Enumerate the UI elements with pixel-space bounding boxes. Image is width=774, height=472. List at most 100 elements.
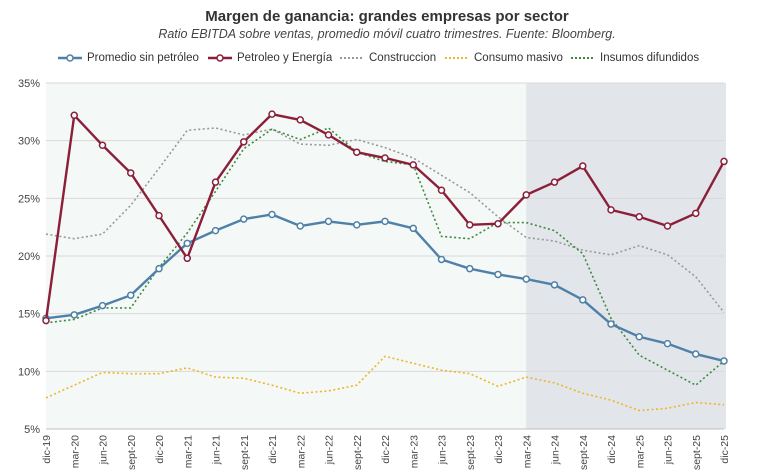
data-point-0-24 (720, 357, 728, 365)
x-tick-label: mar-23 (408, 435, 420, 468)
data-point-0-13 (409, 224, 417, 233)
data-point-0-11 (353, 221, 361, 229)
x-tick-label: sept-22 (352, 435, 364, 470)
legend-label-insumos: Insumos difundidos (600, 52, 700, 64)
x-tick-label: jun-21 (211, 435, 223, 465)
data-point-0-22 (663, 339, 672, 348)
data-point-0-20 (607, 320, 615, 328)
data-point-1-2 (98, 141, 107, 150)
data-point-1-15 (466, 221, 474, 229)
x-tick-label: dic-25 (719, 435, 731, 464)
legend-item-insumos: Insumos difundidos (571, 52, 699, 64)
data-point-1-11 (353, 148, 361, 156)
legend-item-petroleo: Petroleo y Energía (208, 52, 332, 64)
data-point-0-17 (522, 275, 530, 283)
x-tick-label: jun-25 (663, 435, 675, 465)
x-tick-label: dic-24 (606, 435, 618, 464)
x-tick-label: dic-19 (41, 435, 53, 464)
data-point-0-23 (692, 350, 700, 358)
x-tick-label: sept-21 (239, 435, 251, 470)
legend-label-petroleo: Petroleo y Energía (237, 52, 333, 64)
data-point-1-1 (70, 111, 78, 120)
data-point-0-18 (550, 281, 559, 289)
data-point-1-16 (494, 219, 502, 228)
data-point-1-4 (155, 211, 163, 220)
data-point-1-6 (211, 178, 220, 186)
x-tick-label: jun-23 (437, 435, 449, 465)
x-tick-label: dic-23 (493, 435, 505, 464)
x-tick-label: jun-24 (550, 435, 562, 465)
data-point-0-5 (183, 239, 191, 248)
data-point-1-5 (183, 254, 191, 263)
data-point-0-10 (324, 217, 333, 226)
data-point-1-13 (409, 161, 417, 169)
data-point-1-10 (324, 131, 333, 139)
x-tick-label: sept-20 (126, 435, 138, 470)
x-tick-label: mar-25 (634, 435, 646, 468)
legend-swatch-consumo (445, 57, 469, 59)
x-tick-label: jun-22 (324, 435, 336, 465)
legend-label-promedio: Promedio sin petróleo (87, 52, 199, 64)
data-point-0-1 (70, 311, 78, 319)
data-point-1-7 (240, 138, 248, 146)
legend-swatch-insumos (571, 57, 595, 59)
data-point-1-24 (720, 157, 728, 166)
x-tick-label: mar-24 (521, 435, 533, 468)
x-tick-label: dic-21 (267, 435, 279, 464)
data-point-0-14 (437, 255, 446, 264)
y-tick-label: 25% (18, 193, 40, 205)
x-tick-label: sept-25 (691, 435, 703, 470)
data-point-0-21 (635, 332, 643, 341)
legend-item-promedio: Promedio sin petróleo (58, 52, 199, 64)
data-point-1-8 (268, 110, 276, 118)
legend-item-construccion: Construccion (340, 52, 436, 64)
data-point-1-20 (607, 206, 615, 214)
series-line-3 (45, 355, 725, 412)
data-point-1-3 (127, 169, 135, 177)
x-tick-label: dic-22 (380, 435, 392, 464)
chart-subtitle: Ratio EBITDA sobre ventas, promedio móvi… (158, 27, 616, 41)
data-point-0-19 (579, 296, 587, 304)
data-point-1-22 (663, 222, 672, 230)
data-point-0-3 (127, 291, 135, 299)
legend-swatch-promedio (58, 54, 82, 62)
legend-item-consumo: Consumo masivo (445, 52, 563, 64)
x-tick-label: mar-22 (295, 435, 307, 468)
data-point-0-12 (381, 217, 389, 226)
x-tick-label: mar-21 (182, 435, 194, 468)
y-tick-label: 30% (18, 136, 40, 148)
x-tick-label: dic-20 (154, 435, 166, 464)
y-tick-label: 35% (18, 78, 40, 90)
data-point-1-17 (522, 191, 530, 199)
legend-label-consumo: Consumo masivo (474, 52, 563, 64)
data-point-1-19 (579, 162, 587, 170)
y-tick-label: 15% (18, 309, 40, 321)
data-point-1-23 (692, 209, 700, 218)
data-point-1-18 (550, 178, 559, 186)
data-point-1-14 (437, 186, 446, 195)
y-tick-label: 10% (18, 366, 40, 378)
data-point-1-0 (42, 316, 50, 325)
data-point-0-2 (98, 301, 107, 310)
x-tick-label: sept-24 (578, 435, 590, 470)
x-tick-label: jun-20 (98, 435, 110, 465)
data-point-1-12 (381, 154, 389, 162)
data-point-0-8 (268, 210, 276, 219)
chart-title: Margen de ganancia: grandes empresas por… (205, 8, 569, 25)
y-tick-label: 5% (24, 424, 40, 436)
data-point-0-16 (494, 270, 502, 279)
series-line-2 (45, 127, 725, 314)
data-point-0-7 (240, 215, 248, 223)
x-tick-label: mar-20 (69, 435, 81, 468)
legend-swatch-petroleo (208, 54, 232, 62)
data-point-0-9 (296, 222, 304, 230)
data-point-0-4 (155, 264, 163, 273)
y-tick-label: 20% (18, 251, 40, 263)
x-tick-label: sept-23 (465, 435, 477, 470)
data-point-1-9 (296, 116, 304, 124)
data-point-1-21 (635, 213, 643, 221)
data-point-0-15 (466, 264, 474, 273)
data-point-0-6 (211, 226, 220, 235)
legend-swatch-construccion (340, 57, 364, 59)
